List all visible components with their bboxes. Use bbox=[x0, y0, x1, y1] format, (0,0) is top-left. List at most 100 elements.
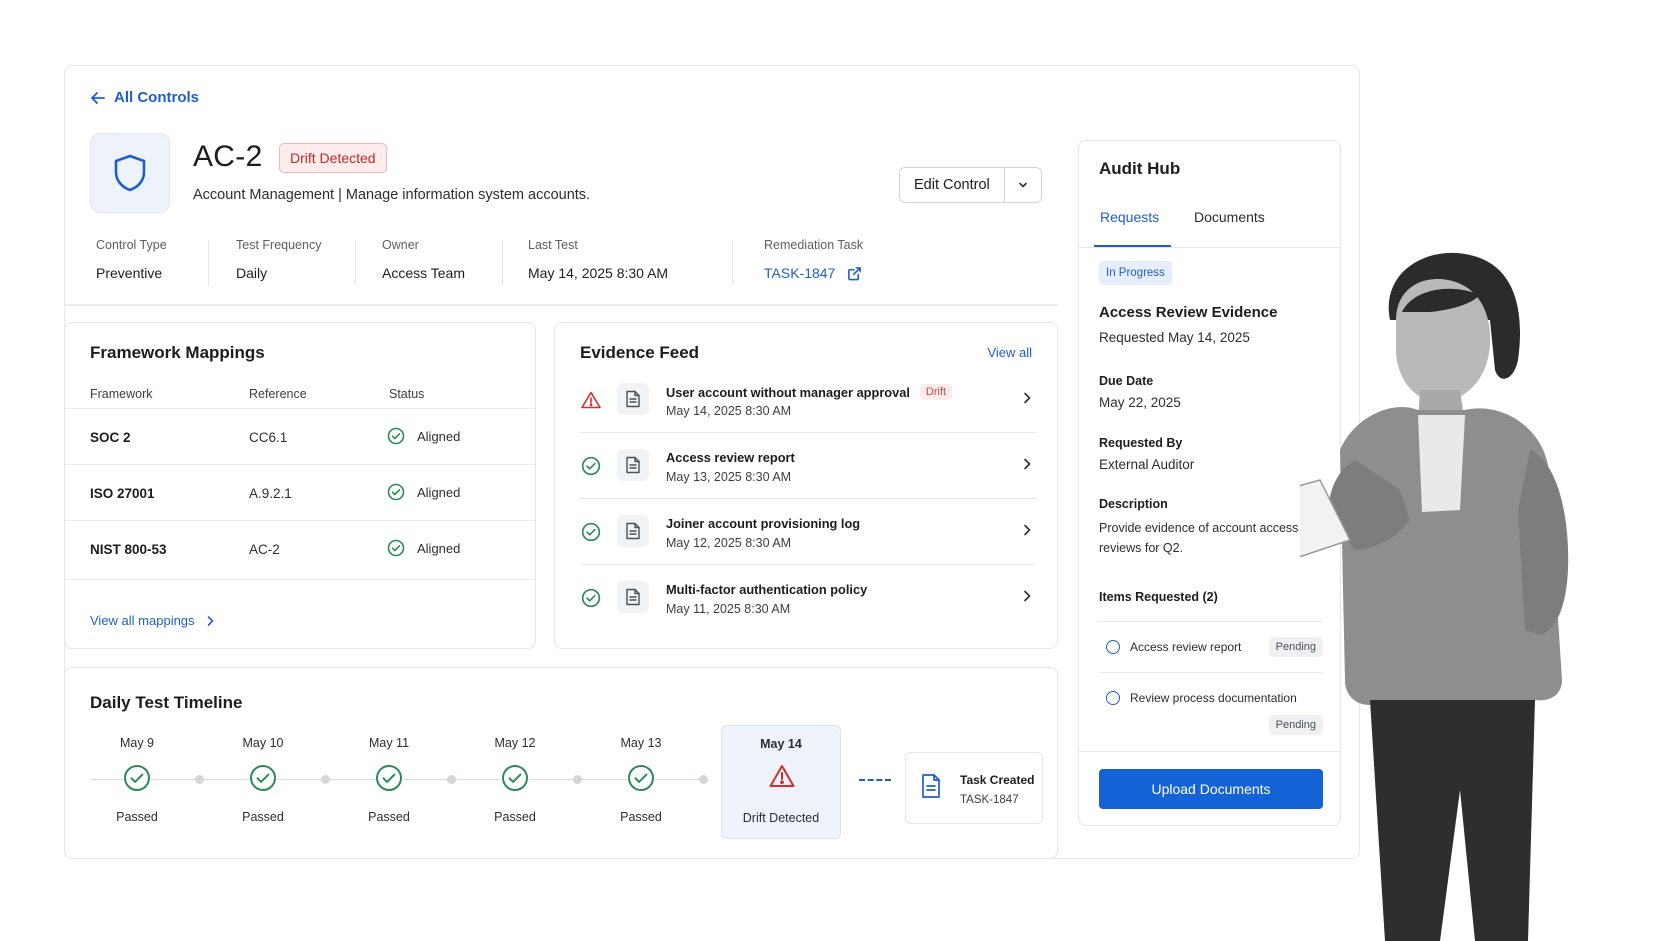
request-date: Requested May 14, 2025 bbox=[1099, 330, 1250, 345]
framework-name: SOC 2 bbox=[90, 430, 131, 445]
back-to-controls-link[interactable]: All Controls bbox=[90, 89, 199, 106]
evidence-doc-tile bbox=[617, 383, 649, 415]
chevron-right-icon bbox=[207, 615, 214, 626]
link-label: View all mappings bbox=[90, 613, 195, 628]
drift-tag: Drift bbox=[919, 384, 953, 400]
control-meta-row: Control Type Preventive Test Frequency D… bbox=[96, 238, 1056, 288]
due-date-value: May 22, 2025 bbox=[1099, 395, 1181, 410]
column-header: Reference bbox=[249, 387, 307, 401]
evidence-item[interactable]: Multi-factor authentication policy May 1… bbox=[580, 565, 1036, 631]
edit-control-button[interactable]: Edit Control bbox=[900, 168, 1005, 202]
divider bbox=[64, 304, 1058, 306]
framework-mappings-card: Framework Mappings Framework Reference S… bbox=[64, 322, 536, 649]
request-status-badge: In Progress bbox=[1099, 261, 1172, 285]
timeline-date: May 12 bbox=[494, 736, 536, 750]
upload-documents-button[interactable]: Upload Documents bbox=[1099, 769, 1323, 809]
check-circle-icon bbox=[581, 588, 601, 608]
divider bbox=[355, 240, 356, 286]
document-icon bbox=[626, 522, 640, 540]
task-created-title: Task Created bbox=[960, 773, 1035, 787]
item-checkbox[interactable] bbox=[1106, 691, 1120, 705]
item-name: Access review report bbox=[1130, 640, 1242, 654]
timeline-date: May 9 bbox=[119, 736, 155, 750]
audit-hub-title: Audit Hub bbox=[1099, 159, 1181, 178]
meta-value: Access Team bbox=[382, 265, 465, 281]
tab-documents[interactable]: Documents bbox=[1194, 209, 1265, 225]
evidence-status bbox=[580, 389, 602, 411]
timeline-date: May 14 bbox=[760, 737, 802, 751]
timeline-date: May 11 bbox=[368, 736, 410, 750]
task-created-card[interactable]: Task Created TASK-1847 bbox=[905, 752, 1043, 824]
meta-remediation-task: Remediation Task TASK-1847 bbox=[764, 238, 863, 288]
divider bbox=[502, 240, 503, 286]
drift-status-badge: Drift Detected bbox=[279, 143, 387, 173]
check-circle-icon bbox=[375, 764, 403, 792]
timeline-result: Passed bbox=[620, 810, 662, 824]
framework-reference: AC-2 bbox=[249, 542, 280, 557]
tab-requests[interactable]: Requests bbox=[1100, 209, 1160, 225]
framework-status: Aligned bbox=[387, 539, 460, 557]
timeline-result: Passed bbox=[242, 810, 284, 824]
meta-value: Preventive bbox=[96, 265, 163, 281]
framework-name: NIST 800-53 bbox=[90, 542, 167, 557]
evidence-status bbox=[580, 521, 602, 543]
timeline-result: Passed bbox=[494, 810, 536, 824]
divider bbox=[65, 579, 535, 580]
check-circle-icon bbox=[501, 764, 529, 792]
status-text: Aligned bbox=[417, 428, 461, 444]
evidence-title-text: User account without manager approval bbox=[666, 384, 910, 400]
divider bbox=[1079, 751, 1340, 752]
timeline-date: May 13 bbox=[620, 736, 662, 750]
framework-name: ISO 27001 bbox=[90, 486, 155, 501]
framework-reference: CC6.1 bbox=[249, 430, 288, 445]
evidence-timestamp: May 14, 2025 8:30 AM bbox=[666, 404, 792, 418]
timeline-day-drift[interactable]: May 14 Drift Detected bbox=[721, 725, 841, 839]
check-circle-icon bbox=[123, 764, 151, 792]
check-circle-icon bbox=[387, 427, 405, 445]
edit-control-group: Edit Control bbox=[899, 167, 1042, 203]
meta-control-type: Control Type Preventive bbox=[96, 238, 167, 288]
evidence-timestamp: May 13, 2025 8:30 AM bbox=[666, 470, 792, 484]
task-created-id: TASK-1847 bbox=[960, 794, 1019, 806]
evidence-title: Joiner account provisioning log bbox=[666, 516, 861, 531]
timeline-dot bbox=[321, 775, 330, 784]
person-illustration bbox=[1300, 252, 1569, 941]
check-circle-icon bbox=[627, 764, 655, 792]
meta-test-frequency: Test Frequency Daily bbox=[236, 238, 321, 288]
evidence-item[interactable]: User account without manager approval Dr… bbox=[580, 367, 1036, 433]
timeline-dot bbox=[573, 775, 582, 784]
requested-by-value: External Auditor bbox=[1099, 457, 1195, 472]
column-header: Status bbox=[389, 387, 425, 401]
edit-control-dropdown[interactable] bbox=[1005, 168, 1041, 202]
meta-label: Last Test bbox=[528, 238, 578, 252]
control-icon-tile bbox=[90, 133, 170, 213]
framework-card-title: Framework Mappings bbox=[90, 343, 265, 362]
view-all-evidence-link[interactable]: View all bbox=[987, 345, 1032, 360]
meta-value: May 14, 2025 8:30 AM bbox=[528, 265, 669, 281]
item-status-badge: Pending bbox=[1268, 715, 1323, 735]
evidence-feed-card: Evidence Feed View all User account with… bbox=[554, 322, 1058, 649]
table-row: SOC 2 CC6.1 Aligned bbox=[65, 408, 535, 467]
evidence-title: Multi-factor authentication policy bbox=[666, 582, 868, 597]
chevron-right-icon bbox=[1024, 458, 1031, 470]
table-row: NIST 800-53 AC-2 Aligned bbox=[65, 520, 535, 579]
warning-triangle-icon bbox=[581, 391, 601, 409]
arrow-left-icon bbox=[91, 91, 105, 104]
framework-reference: A.9.2.1 bbox=[249, 486, 292, 501]
item-checkbox[interactable] bbox=[1106, 640, 1120, 654]
back-link-label: All Controls bbox=[114, 89, 199, 106]
remediation-task-link[interactable]: TASK-1847 bbox=[764, 265, 863, 281]
document-icon bbox=[626, 456, 640, 474]
audit-hub-panel: Audit Hub Requests Documents In Progress… bbox=[1078, 140, 1341, 826]
due-date-label: Due Date bbox=[1099, 374, 1154, 388]
description-label: Description bbox=[1099, 497, 1168, 511]
view-all-mappings-link[interactable]: View all mappings bbox=[90, 613, 215, 628]
active-tab-indicator bbox=[1094, 245, 1171, 247]
evidence-item[interactable]: Access review report May 13, 2025 8:30 A… bbox=[580, 433, 1036, 499]
check-circle-icon bbox=[387, 483, 405, 501]
check-circle-icon bbox=[249, 764, 277, 792]
item-name: Review process documentation bbox=[1130, 691, 1297, 705]
evidence-item[interactable]: Joiner account provisioning log May 12, … bbox=[580, 499, 1036, 565]
evidence-doc-tile bbox=[617, 515, 649, 547]
description-value: Provide evidence of account access revie… bbox=[1099, 521, 1299, 555]
